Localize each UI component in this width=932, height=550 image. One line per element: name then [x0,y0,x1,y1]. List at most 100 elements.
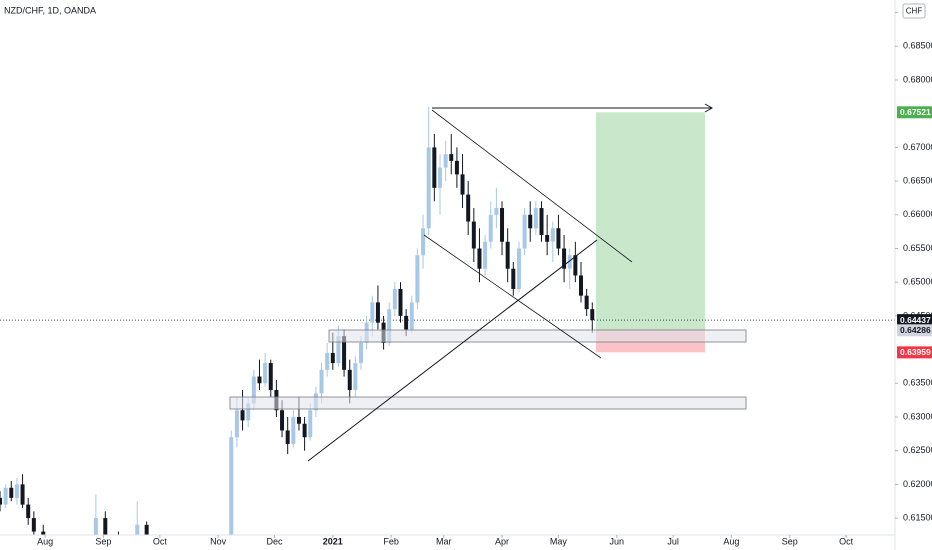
candle-body [240,410,245,421]
candle-body [251,376,256,404]
candle-body [483,241,488,269]
candle [454,147,459,188]
candle [426,106,431,236]
candle [392,282,397,316]
channel-line [431,109,633,263]
candle-body [460,174,465,195]
channel-line [423,234,602,359]
candle-body [353,363,358,391]
candle-body [584,295,589,310]
candle-body [562,248,567,269]
candle [584,288,589,316]
candle [325,342,330,377]
candle [347,359,352,404]
candle-body [516,248,521,289]
x-tick-label: Sep [782,536,798,546]
candle-body [443,154,448,168]
x-tick-label: Nov [210,536,227,546]
price-badge-label: 0.67521 [900,107,931,117]
candle-body [41,531,46,535]
candle-body [437,167,442,188]
candle-body [370,302,375,323]
price-badge-label: 0.64437 [900,315,931,325]
candle [135,501,140,535]
candle [494,187,499,229]
price-badge-label: 0.64286 [900,325,931,335]
candle-body [415,255,420,303]
candle-body [500,208,505,242]
candle [539,201,544,242]
candle [291,410,296,448]
candle-body [263,363,268,384]
x-tick-label: Apr [495,536,509,546]
candle-body [3,487,8,505]
candle-body [567,255,572,269]
candle [511,261,516,296]
candle [556,214,561,256]
candle [31,511,36,535]
candle-body [528,214,533,229]
candle-body [9,487,14,498]
candle [533,201,538,236]
candle-body [404,315,409,330]
candle-body [347,369,352,391]
x-tick-label: Sep [95,536,111,546]
candle [229,430,234,535]
candle-body [336,336,341,364]
candle-body [285,430,290,444]
candle-body [291,416,296,444]
candle-body [308,410,313,438]
candle [0,491,2,512]
candle [353,356,358,397]
candle [466,181,471,236]
candle [483,235,488,276]
candle [285,416,290,455]
candle-body [466,194,471,222]
currency-label: CHF [906,7,923,16]
candle-body [246,403,251,421]
candle-body [20,484,25,505]
candle [443,140,448,182]
candle-body [573,255,578,276]
candle-body [533,208,538,229]
candle-body [296,416,301,424]
x-tick-label: Aug [723,536,739,546]
candle [437,154,442,215]
candle-body [449,154,454,161]
candle [398,282,403,323]
candle [3,484,8,508]
candle [103,511,108,535]
candle-body [477,248,482,269]
candle [26,497,31,525]
x-tick-label: 2021 [323,536,343,546]
candle [257,359,262,391]
currency-badge[interactable] [902,3,926,19]
candle-body [409,302,414,330]
candle [449,133,454,175]
candle-body [31,518,36,532]
candle-body [26,504,31,519]
candle [516,241,521,293]
candle [567,248,572,289]
candle [505,228,510,283]
candle [263,352,268,387]
candle [144,521,149,535]
candle-body [392,288,397,310]
x-tick-label: Aug [37,536,53,546]
drawings [229,103,747,462]
candle [578,261,583,303]
candle-body [359,342,364,364]
candle-body [494,208,499,215]
candle [268,359,273,397]
candle [590,302,595,333]
candle [500,201,505,256]
candle [9,481,14,502]
candle-body [0,497,2,505]
support-zone [229,396,747,410]
